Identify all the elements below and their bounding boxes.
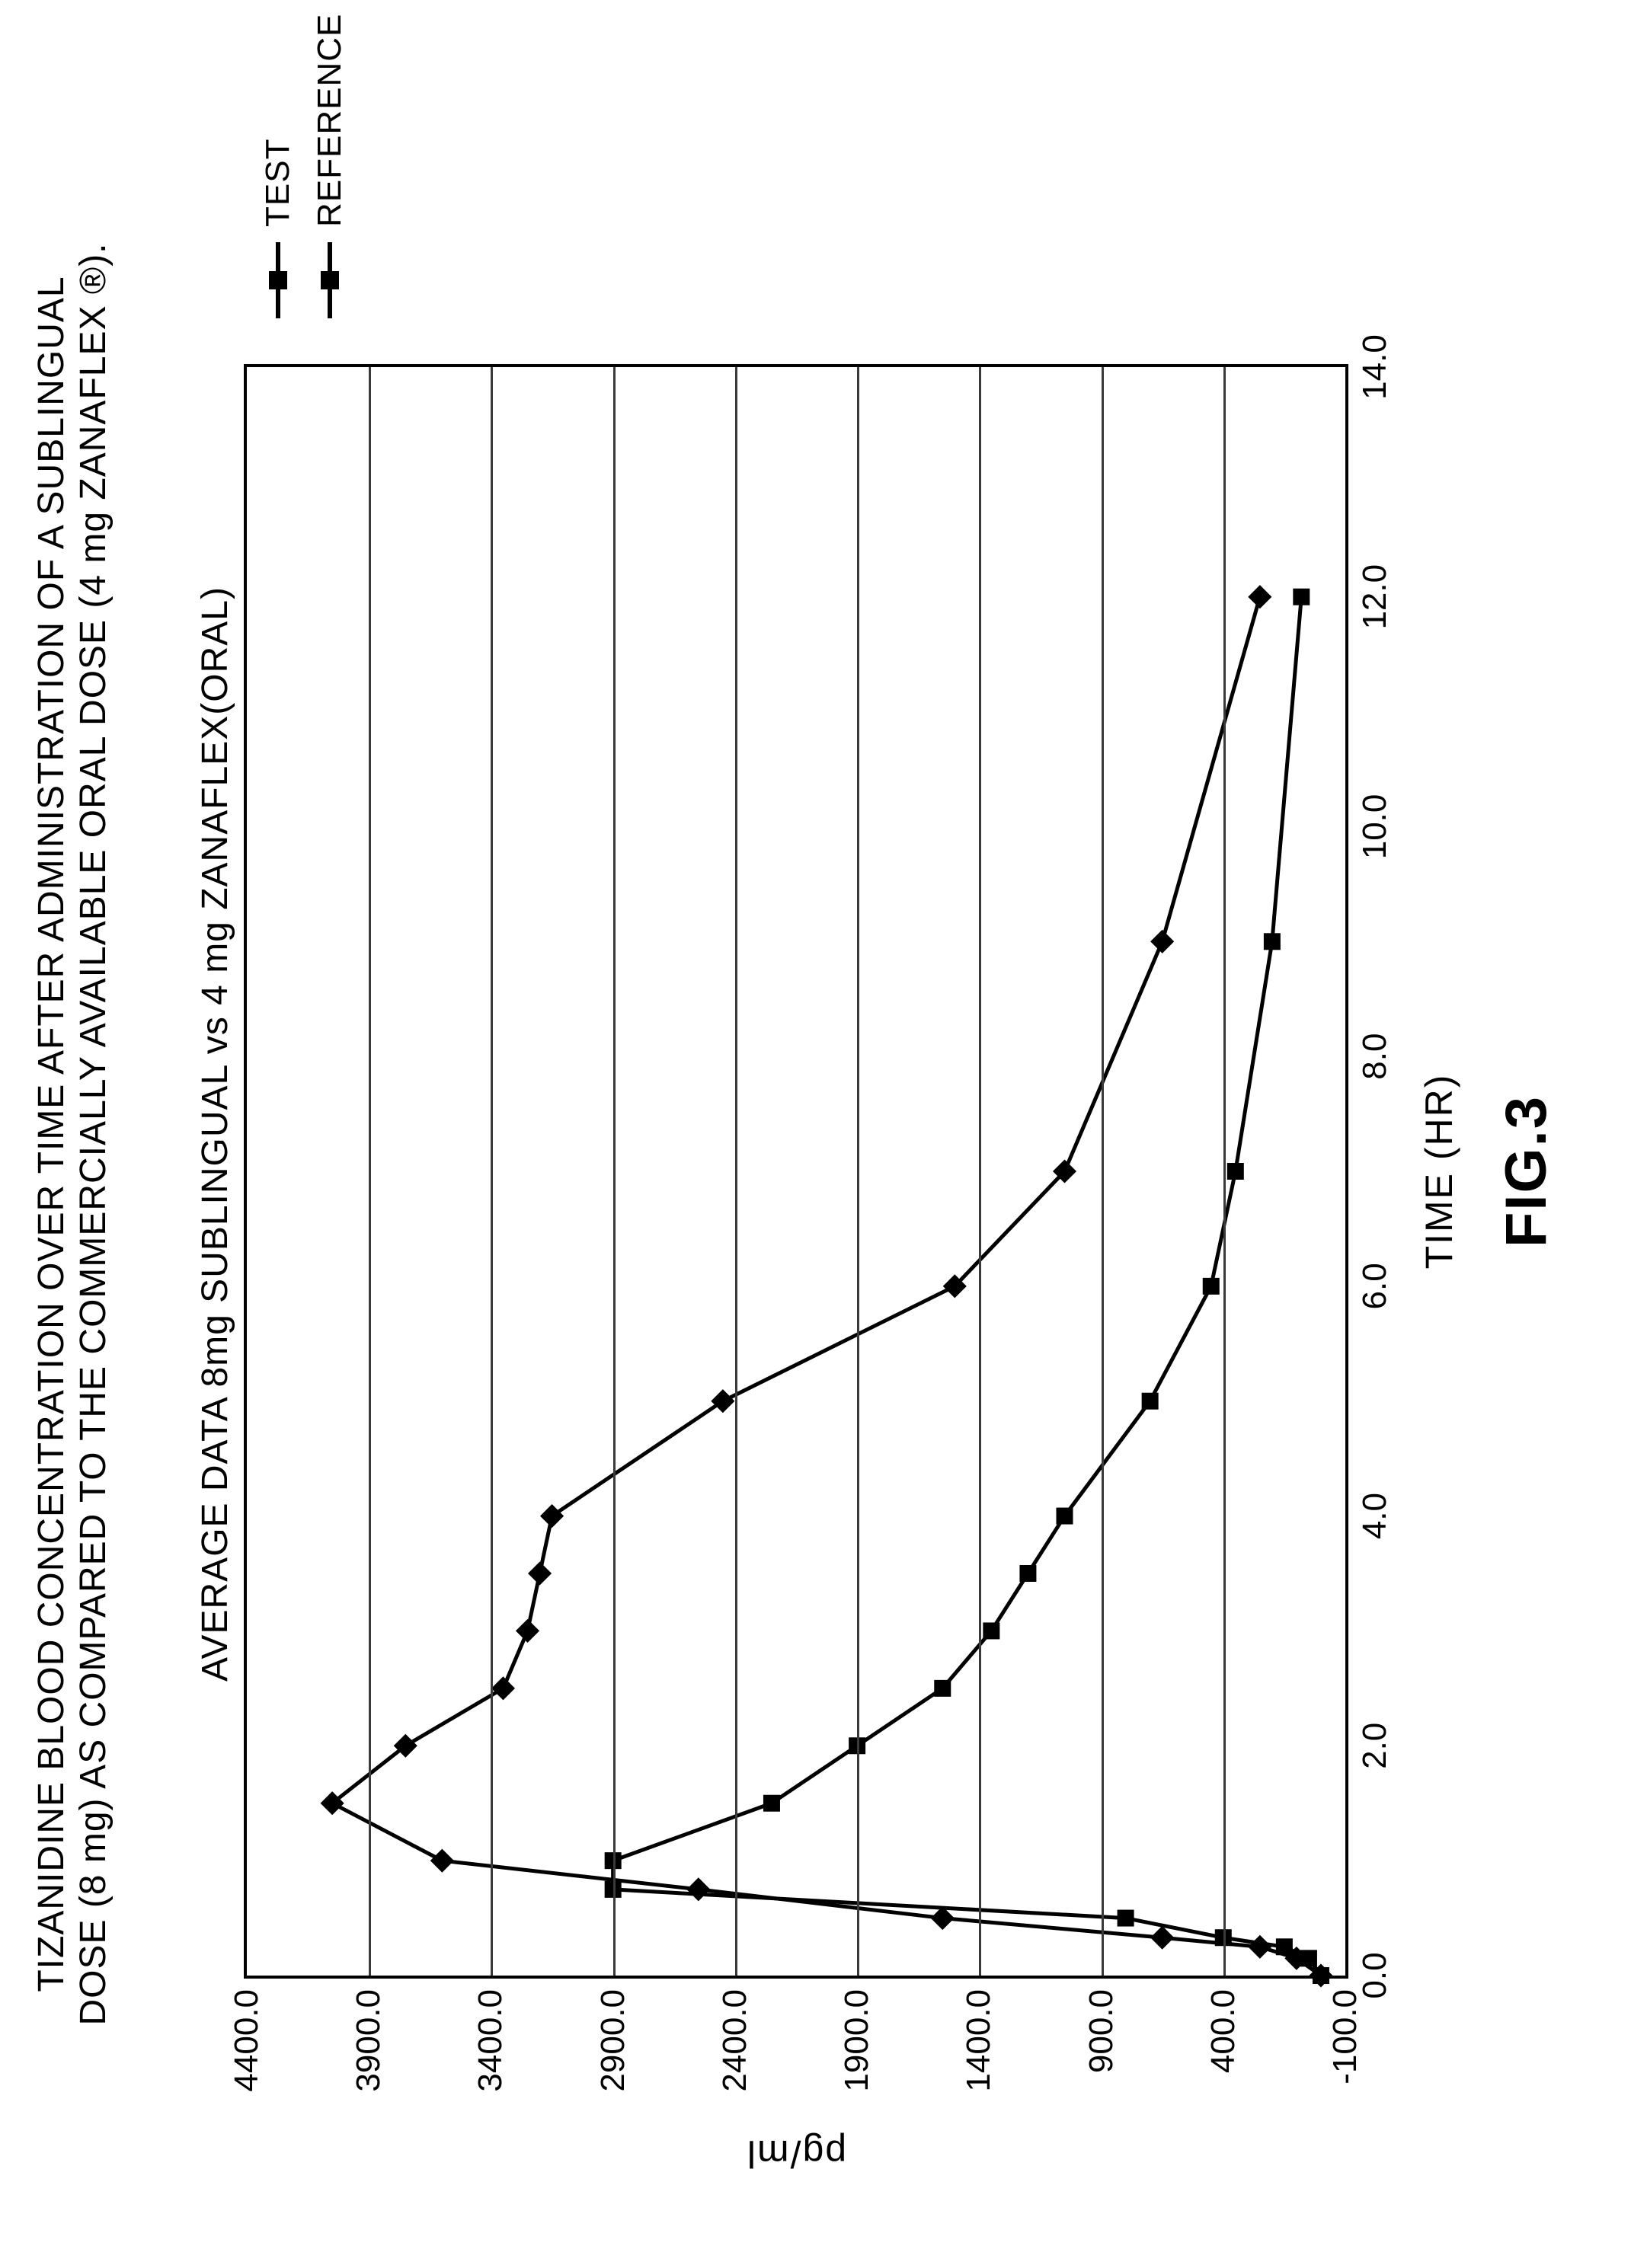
x-tick-label: 6.0 [1345,1263,1394,1309]
gridline [491,367,493,1976]
series-line-test [332,597,1321,1976]
y-tick-label: 1400.0 [960,1976,998,2092]
diamond-icon [491,1676,515,1700]
square-icon [1203,1278,1220,1295]
diamond-icon [1248,585,1271,609]
legend-label-test: TEST [259,139,297,227]
square-icon [1293,589,1310,605]
square-icon [1227,1163,1244,1180]
y-tick-label: 2400.0 [716,1976,754,2092]
y-tick-label: 4400.0 [228,1976,266,2092]
y-tick-label: 3900.0 [350,1976,388,2092]
diamond-icon [516,1619,539,1643]
square-icon [1276,1938,1293,1955]
gridline [979,367,981,1976]
y-axis-label: pg/ml [746,2132,846,2176]
y-tick-label: 400.0 [1204,1976,1242,2073]
legend-swatch-reference [328,242,332,318]
gridline [735,367,737,1976]
gridline [857,367,859,1976]
diamond-icon [269,271,287,289]
chart-main-title: TIZANIDINE BLOOD CONCENTRATION OVER TIME… [30,0,114,2268]
x-tick-label: 2.0 [1345,1723,1394,1769]
diamond-icon [430,1849,454,1873]
diamond-icon [1248,1935,1271,1959]
square-icon [1118,1910,1134,1927]
x-tick-label: 12.0 [1345,564,1394,630]
square-icon [1300,1950,1317,1966]
figure-number-label: FIG.3 [1493,364,1559,1979]
legend-swatch-test [276,242,280,318]
x-tick-label: 8.0 [1345,1033,1394,1080]
square-icon [934,1680,951,1697]
x-axis-label: TIME (HR) [1417,364,1461,1979]
y-tick-label: 2900.0 [594,1976,632,2092]
y-tick-label: 1900.0 [838,1976,876,2092]
square-icon [1056,1508,1073,1525]
rotated-figure-wrap: TIZANIDINE BLOOD CONCENTRATION OVER TIME… [0,0,1631,2268]
plot-area: -100.0400.0900.01400.01900.02400.02900.0… [244,364,1348,1979]
x-tick-label: 10.0 [1345,794,1394,860]
x-tick-label: 14.0 [1345,334,1394,400]
x-tick-label: 4.0 [1345,1493,1394,1539]
page: TIZANIDINE BLOOD CONCENTRATION OVER TIME… [0,0,1631,2268]
diamond-icon [686,1877,710,1901]
diamond-icon [528,1561,552,1585]
diamond-icon [1150,1926,1174,1950]
diamond-icon [1150,930,1174,954]
legend-label-reference: REFERENCE [311,14,349,227]
square-icon [321,271,339,289]
diamond-icon [711,1389,734,1413]
diamond-icon [540,1504,564,1528]
square-icon [1264,933,1281,950]
x-tick-label: 0.0 [1345,1952,1394,1998]
gridline [1223,367,1226,1976]
gridline [369,367,371,1976]
legend: TEST REFERENCE [259,14,363,318]
figure: TIZANIDINE BLOOD CONCENTRATION OVER TIME… [0,0,1631,2268]
square-icon [983,1622,999,1639]
chart-sub-title: AVERAGE DATA 8mg SUBLINGUAL vs 4 mg ZANA… [194,0,236,2268]
legend-item-reference: REFERENCE [311,14,349,318]
square-icon [1019,1565,1036,1582]
series-layer [247,367,1345,1976]
square-icon [1142,1393,1159,1410]
y-tick-label: 3400.0 [472,1976,510,2092]
legend-item-test: TEST [259,14,297,318]
y-tick-label: 900.0 [1083,1976,1121,2073]
gridline [1102,367,1104,1976]
gridline [613,367,616,1976]
square-icon [763,1795,780,1812]
